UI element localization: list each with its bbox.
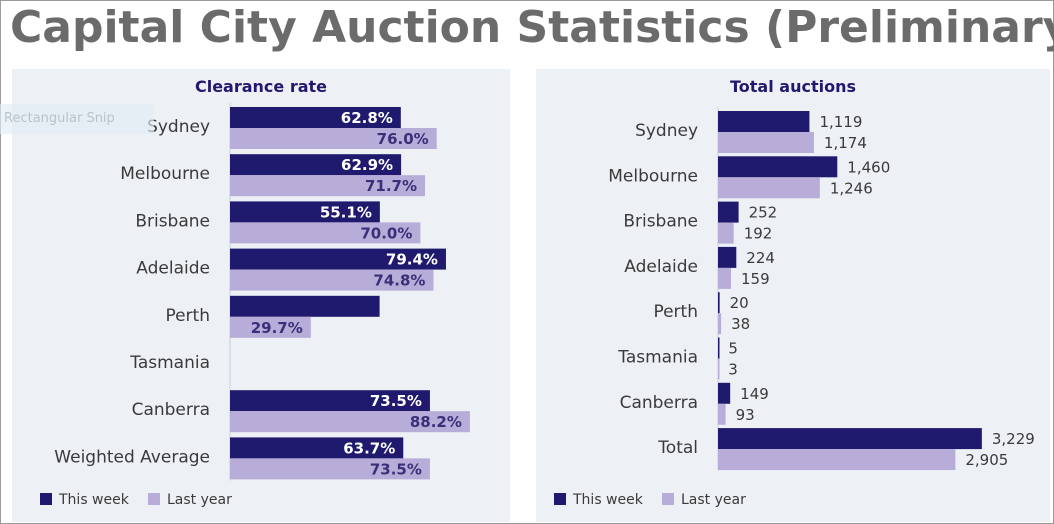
bar-last-year-brisbane bbox=[230, 222, 421, 244]
data-label-this-week-brisbane: 55.1% bbox=[320, 203, 372, 221]
legend-label-this-week: This week bbox=[572, 492, 644, 508]
data-label-this-week-canberra: 73.5% bbox=[370, 392, 422, 410]
bar-last-year-adelaide bbox=[718, 267, 731, 289]
data-label-this-week-total: 3,229 bbox=[992, 430, 1035, 448]
bar-last-year-perth bbox=[718, 313, 722, 335]
bar-this-week-tasmania bbox=[718, 337, 720, 359]
snip-overlay-text: Rectangular Snip bbox=[0, 104, 154, 134]
bar-this-week-adelaide bbox=[718, 246, 737, 268]
bar-this-week-brisbane bbox=[718, 201, 739, 223]
bar-last-year-canberra bbox=[230, 411, 470, 433]
bar-this-week-sydney bbox=[718, 111, 810, 132]
data-label-this-week-adelaide: 224 bbox=[746, 249, 775, 267]
bar-last-year-sydney bbox=[718, 132, 814, 153]
legend-swatch-last-year bbox=[148, 493, 160, 505]
category-label-perth: Perth bbox=[653, 302, 698, 322]
category-label-tasmania: Tasmania bbox=[617, 348, 698, 368]
category-label-melbourne: Melbourne bbox=[120, 164, 210, 184]
category-label-sydney: Sydney bbox=[147, 117, 210, 137]
chart-svg: Clearance rate Sydney 62.8% 76.0% Melbourne 6… bbox=[40, 77, 470, 508]
bar-this-week-total bbox=[718, 428, 982, 450]
data-label-last-year-sydney: 1,174 bbox=[824, 134, 867, 152]
chart-svg: Total auctions Sydney 1,119 1,174 Melbourne 1… bbox=[554, 77, 1035, 508]
bar-last-year-adelaide bbox=[230, 269, 434, 291]
data-label-last-year-adelaide: 74.8% bbox=[373, 272, 425, 290]
data-label-this-week-perth: 20 bbox=[730, 294, 749, 312]
bar-this-week-melbourne bbox=[718, 156, 838, 178]
bar-this-week-perth bbox=[230, 295, 380, 317]
total-auctions-chart: Total auctions Sydney 1,119 1,174 Melbourne 1… bbox=[536, 69, 1050, 522]
legend-label-last-year: Last year bbox=[681, 492, 746, 508]
category-label-melbourne: Melbourne bbox=[608, 166, 698, 186]
legend-label-last-year: Last year bbox=[167, 492, 232, 508]
category-label-adelaide: Adelaide bbox=[136, 259, 210, 279]
bar-last-year-sydney bbox=[230, 128, 437, 149]
data-label-this-week-weighted-average: 63.7% bbox=[343, 439, 395, 457]
category-label-brisbane: Brisbane bbox=[135, 211, 210, 231]
data-label-last-year-canberra: 88.2% bbox=[410, 413, 462, 431]
legend-swatch-this-week bbox=[554, 493, 566, 505]
data-label-this-week-canberra: 149 bbox=[740, 385, 769, 403]
bar-this-week-brisbane bbox=[230, 201, 380, 223]
category-label-canberra: Canberra bbox=[132, 400, 210, 420]
bar-this-week-melbourne bbox=[230, 154, 402, 176]
category-label-total: Total bbox=[657, 438, 698, 458]
legend-label-this-week: This week bbox=[58, 492, 130, 508]
data-label-this-week-melbourne: 62.9% bbox=[341, 156, 393, 174]
bar-last-year-brisbane bbox=[718, 222, 734, 244]
category-label-canberra: Canberra bbox=[620, 393, 698, 413]
bar-last-year-melbourne bbox=[718, 177, 820, 199]
category-label-tasmania: Tasmania bbox=[129, 353, 210, 373]
data-label-this-week-sydney: 62.8% bbox=[341, 109, 393, 127]
bar-last-year-weighted-average bbox=[230, 458, 430, 480]
chart-title: Clearance rate bbox=[195, 77, 327, 96]
data-label-last-year-brisbane: 70.0% bbox=[360, 224, 412, 242]
data-label-this-week-melbourne: 1,460 bbox=[847, 158, 890, 176]
bar-this-week-sydney bbox=[230, 107, 401, 128]
bar-last-year-melbourne bbox=[230, 175, 426, 197]
data-label-last-year-tasmania: 3 bbox=[728, 361, 738, 379]
data-label-last-year-adelaide: 159 bbox=[741, 270, 770, 288]
bar-last-year-tasmania bbox=[718, 358, 720, 380]
category-label-perth: Perth bbox=[165, 306, 210, 326]
legend-swatch-last-year bbox=[662, 493, 674, 505]
data-label-last-year-melbourne: 1,246 bbox=[830, 179, 873, 197]
clearance-rate-chart: Clearance rate Sydney 62.8% 76.0% Melbourne 6… bbox=[12, 69, 510, 522]
data-label-last-year-weighted-average: 73.5% bbox=[370, 460, 422, 478]
page-title: Capital City Auction Statistics (Prelimi… bbox=[10, 2, 1054, 53]
bar-this-week-canberra bbox=[230, 390, 430, 412]
category-label-sydney: Sydney bbox=[635, 121, 698, 141]
bar-last-year-canberra bbox=[718, 403, 726, 425]
data-label-last-year-total: 2,905 bbox=[965, 451, 1008, 469]
chart-title: Total auctions bbox=[730, 77, 856, 96]
data-label-last-year-melbourne: 71.7% bbox=[365, 177, 417, 195]
bar-this-week-perth bbox=[718, 292, 720, 314]
data-label-this-week-sydney: 1,119 bbox=[819, 113, 862, 131]
data-label-this-week-adelaide: 79.4% bbox=[386, 251, 438, 269]
category-label-adelaide: Adelaide bbox=[624, 257, 698, 277]
category-label-weighted-average: Weighted Average bbox=[54, 447, 210, 467]
data-label-last-year-perth: 38 bbox=[731, 315, 750, 333]
category-label-brisbane: Brisbane bbox=[623, 212, 698, 232]
data-label-this-week-tasmania: 5 bbox=[728, 340, 738, 358]
bar-this-week-adelaide bbox=[230, 248, 446, 270]
data-label-this-week-brisbane: 252 bbox=[749, 204, 778, 222]
bar-this-week-canberra bbox=[718, 382, 731, 404]
data-label-last-year-canberra: 93 bbox=[736, 406, 755, 424]
legend-swatch-this-week bbox=[40, 493, 52, 505]
bar-last-year-total bbox=[718, 449, 956, 471]
data-label-last-year-sydney: 76.0% bbox=[377, 130, 429, 148]
bar-last-year-perth bbox=[230, 316, 311, 338]
data-label-last-year-perth: 29.7% bbox=[251, 319, 303, 337]
bar-this-week-weighted-average bbox=[230, 437, 404, 459]
data-label-last-year-brisbane: 192 bbox=[744, 225, 773, 243]
